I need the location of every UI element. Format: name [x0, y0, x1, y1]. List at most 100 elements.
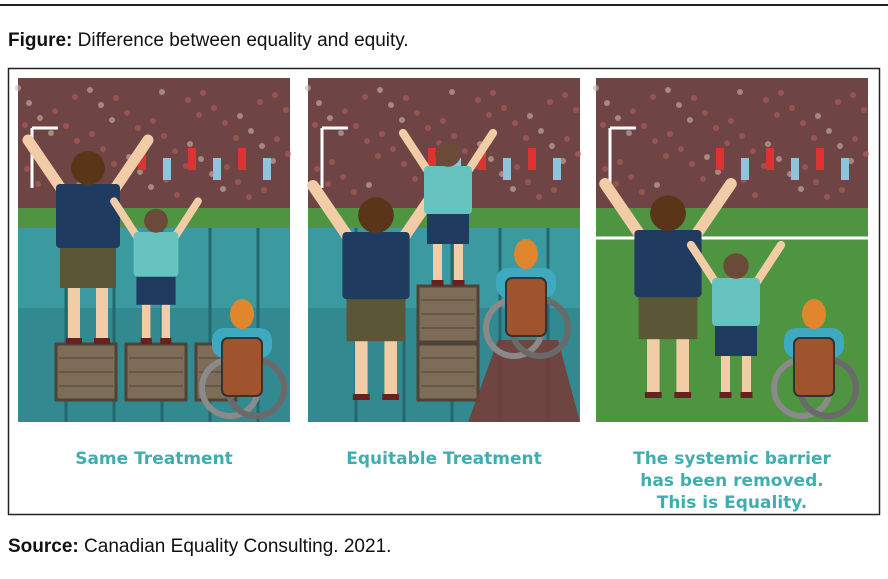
crowd-dot — [338, 130, 344, 136]
crowd-dot — [22, 122, 28, 128]
head — [358, 197, 394, 233]
head — [650, 195, 686, 231]
crowd-dot — [414, 110, 420, 116]
crowd-dot — [109, 117, 115, 123]
shoe — [353, 394, 370, 400]
player — [816, 148, 824, 170]
crowd-dot — [72, 94, 78, 100]
crowd-dot — [285, 151, 291, 157]
crowd-dot — [850, 92, 856, 98]
shorts — [715, 323, 757, 356]
crowd-dot — [377, 87, 383, 93]
crowd-dot — [449, 89, 455, 95]
crowd-dot — [362, 94, 368, 100]
head — [723, 253, 749, 279]
crowd-dot — [562, 92, 568, 98]
shirt — [342, 232, 409, 299]
head — [71, 151, 105, 185]
crowd-dot — [257, 99, 263, 105]
crowd-dot — [826, 128, 832, 134]
crowd-dot — [523, 135, 529, 141]
crowd-dot — [98, 102, 104, 108]
shirt — [134, 232, 179, 277]
crowd-dot — [74, 138, 80, 144]
panel-image — [15, 78, 291, 422]
source-label: Source: — [8, 536, 79, 557]
crowd-dot — [839, 187, 845, 193]
head — [435, 141, 461, 167]
leg — [676, 335, 689, 398]
leg — [721, 353, 730, 398]
shoe — [453, 280, 465, 286]
crowd-dot — [274, 136, 280, 142]
crowd-dot — [425, 125, 431, 131]
crowd-dot — [87, 87, 93, 93]
crowd-dot — [224, 164, 230, 170]
crowd-dot — [501, 105, 507, 111]
crowd-dot — [488, 156, 494, 162]
shoe — [66, 338, 82, 344]
shorts — [136, 274, 175, 305]
crowd-dot — [259, 143, 265, 149]
crowd-dot — [475, 97, 481, 103]
shirt — [424, 166, 472, 214]
source-text: Canadian Equality Consulting. 2021. — [84, 536, 391, 557]
head — [144, 209, 168, 233]
crowd-dot — [798, 186, 804, 192]
crowd-dot — [824, 194, 830, 200]
crowd-dot — [702, 110, 708, 116]
crowd-dot — [246, 194, 252, 200]
rider-head — [514, 239, 538, 269]
crowd-dot — [704, 154, 710, 160]
crowd-dot — [713, 125, 719, 131]
player — [163, 158, 171, 180]
crowd-dot — [187, 141, 193, 147]
crowd-dot — [353, 123, 359, 129]
player — [238, 148, 246, 170]
crowd-dot — [248, 128, 254, 134]
player — [503, 158, 511, 180]
crowd-dot — [342, 108, 348, 114]
rider-head — [230, 299, 254, 329]
crowd-dot — [159, 89, 165, 95]
crowd-dot — [778, 90, 784, 96]
crowd-dot — [739, 133, 745, 139]
crowd-dot — [602, 166, 608, 172]
shoe — [382, 394, 399, 400]
crowd-dot — [148, 184, 154, 190]
crowd-dot — [327, 115, 333, 121]
leg — [162, 302, 170, 344]
shoe — [141, 338, 152, 344]
shorts — [427, 211, 469, 244]
crowd-dot — [512, 120, 518, 126]
crowd-dot — [728, 118, 734, 124]
shoe — [432, 280, 444, 286]
crowd-dot — [24, 166, 30, 172]
panel-caption: The systemic barrier — [633, 449, 831, 469]
crowd-dot — [211, 105, 217, 111]
crowd-dot — [510, 186, 516, 192]
shoe — [720, 392, 732, 398]
crowd-dot — [124, 110, 130, 116]
crowd-dot — [283, 107, 289, 113]
chair-back — [794, 338, 834, 396]
leg — [68, 284, 80, 344]
player — [766, 148, 774, 170]
crowd-dot — [52, 108, 58, 114]
crowd-dot — [135, 125, 141, 131]
crowd-dot — [89, 131, 95, 137]
shoe — [674, 392, 691, 398]
player — [741, 158, 749, 180]
panel-image — [593, 78, 869, 422]
shoe — [741, 392, 753, 398]
crowd-dot — [486, 112, 492, 118]
panel-caption: Same Treatment — [75, 449, 233, 469]
crowd-dot — [351, 189, 357, 195]
crowd-dot — [525, 179, 531, 185]
crowd-dot — [538, 128, 544, 134]
crowd-dot — [63, 123, 69, 129]
crowd-dot — [161, 133, 167, 139]
shoe — [160, 338, 171, 344]
crowd-dot — [575, 151, 581, 157]
crowd-dot — [802, 164, 808, 170]
